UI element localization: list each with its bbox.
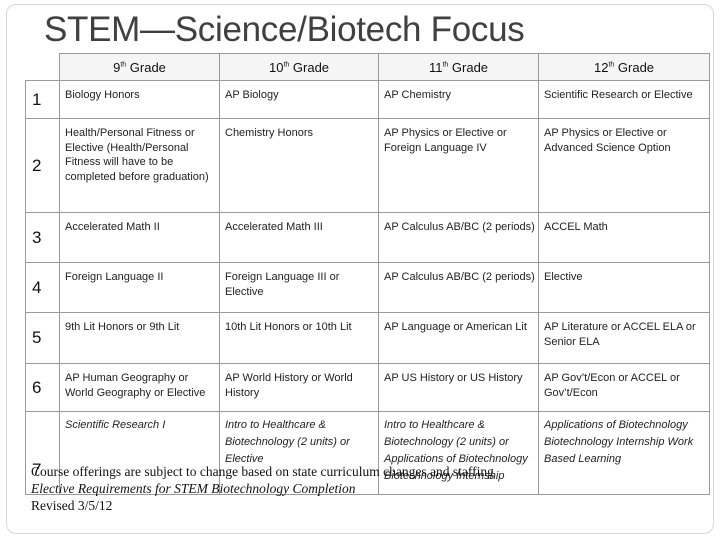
footer-revised-date: Revised 3/5/12: [31, 498, 113, 513]
table-row: 4 Foreign Language II Foreign Language I…: [25, 262, 710, 313]
course-cell: Applications of Biotechnology Biotechnol…: [544, 419, 694, 465]
course-cell: AP Physics or Elective or Foreign Langua…: [384, 127, 507, 154]
course-cell: Scientific Research or Elective: [544, 89, 693, 101]
course-cell: Accelerated Math III: [225, 221, 323, 233]
course-cell: AP Literature or ACCEL ELA or Senior ELA: [544, 321, 696, 348]
header-9th-grade: 9th Grade: [59, 53, 220, 81]
footer-disclaimer: Course offerings are subject to change b…: [31, 464, 494, 479]
table-row: 3 Accelerated Math II Accelerated Math I…: [25, 212, 710, 263]
course-cell: AP Gov’t/Econ or ACCEL or Gov’t/Econ: [544, 372, 680, 399]
row-number: 5: [25, 312, 60, 364]
table-row: 5 9th Lit Honors or 9th Lit 10th Lit Hon…: [25, 312, 710, 364]
header-12th-grade: 12th Grade: [538, 53, 710, 81]
course-cell: AP Physics or Elective or Advanced Scien…: [544, 127, 671, 154]
course-cell: Scientific Research I: [65, 419, 166, 431]
row-number: 7: [25, 411, 60, 495]
row-number: 3: [25, 212, 60, 263]
course-cell: AP Biology: [225, 89, 279, 101]
course-cell: Foreign Language III or Elective: [225, 271, 340, 298]
footer-notes: Course offerings are subject to change b…: [31, 463, 494, 514]
course-cell: AP Human Geography or World Geography or…: [65, 372, 206, 399]
row-number: 2: [25, 118, 60, 213]
course-cell: AP World History or World History: [225, 372, 353, 399]
course-cell: 10th Lit Honors or 10th Lit: [225, 321, 352, 333]
course-cell: 9th Lit Honors or 9th Lit: [65, 321, 180, 333]
course-cell: Health/Personal Fitness or Elective (Hea…: [65, 127, 209, 183]
course-cell: Foreign Language II: [65, 271, 164, 283]
table-row: 7 Scientific Research I Intro to Healthc…: [25, 411, 710, 495]
table-row: 6 AP Human Geography or World Geography …: [25, 363, 710, 412]
course-cell: AP Language or American Lit: [384, 321, 527, 333]
header-11th-grade: 11th Grade: [378, 53, 539, 81]
row-number: 4: [25, 262, 60, 313]
footer-requirements-note: Elective Requirements for STEM Biotechno…: [31, 481, 356, 496]
corner-cell: [25, 53, 60, 81]
table-row: 2 Health/Personal Fitness or Elective (H…: [25, 118, 710, 213]
course-cell: Elective: [544, 271, 583, 283]
row-number: 6: [25, 363, 60, 412]
header-row: 9th Grade 10th Grade 11th Grade 12th Gra…: [25, 53, 710, 81]
course-cell: Biology Honors: [65, 89, 140, 101]
slide-title: STEM—Science/Biotech Focus: [44, 10, 525, 49]
course-cell: Chemistry Honors: [225, 127, 314, 139]
course-cell: AP Calculus AB/BC (2 periods): [384, 271, 535, 283]
row-number: 1: [25, 80, 60, 119]
course-cell: AP Chemistry: [384, 89, 452, 101]
course-cell: AP Calculus AB/BC (2 periods): [384, 221, 535, 233]
header-10th-grade: 10th Grade: [219, 53, 379, 81]
table-row: 1 Biology Honors AP Biology AP Chemistry…: [25, 80, 710, 119]
course-cell: Intro to Healthcare & Biotechnology (2 u…: [384, 419, 528, 482]
course-table: 9th Grade 10th Grade 11th Grade 12th Gra…: [25, 53, 710, 495]
course-cell: AP US History or US History: [384, 372, 523, 384]
course-cell: Intro to Healthcare & Biotechnology (2 u…: [225, 419, 350, 465]
course-cell: ACCEL Math: [544, 221, 608, 233]
course-cell: Accelerated Math II: [65, 221, 160, 233]
slide-frame: [6, 4, 714, 534]
